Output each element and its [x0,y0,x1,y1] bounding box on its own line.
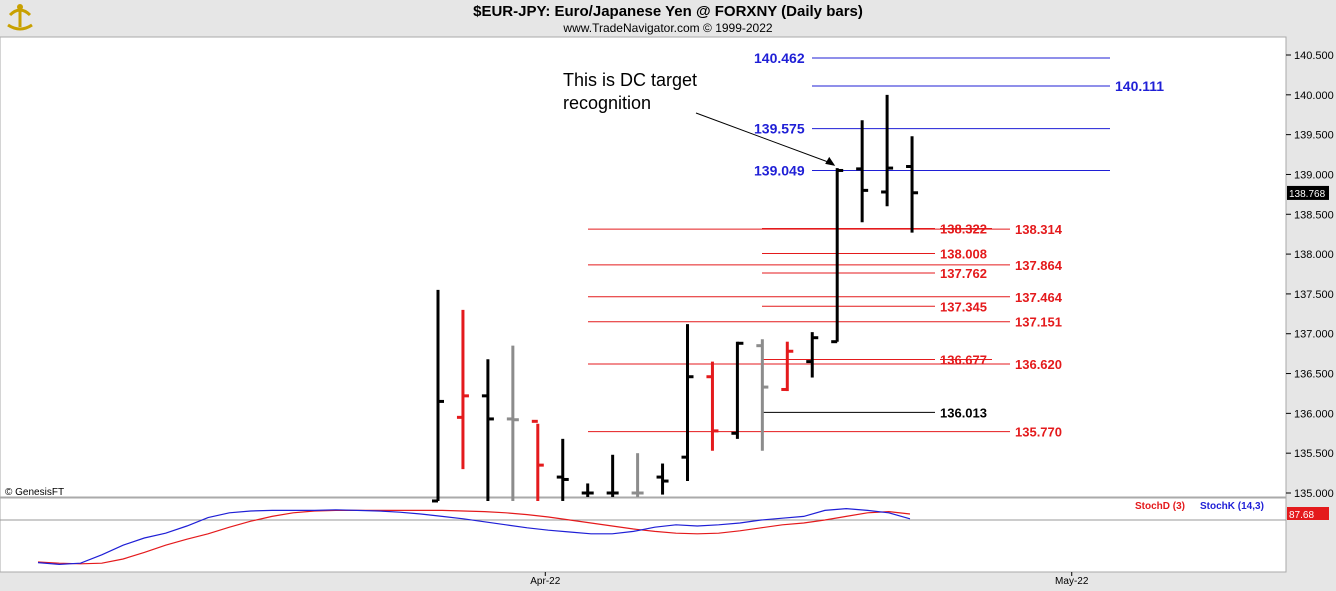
level-label: 139.049 [754,163,805,179]
price-panel-frame [0,36,1287,498]
stochd-legend: StochD (3) [1135,501,1185,512]
y-tick-label: 138.500 [1294,209,1334,221]
level-label: 139.575 [754,121,805,137]
chart-subtitle: www.TradeNavigator.com © 1999-2022 [563,21,773,35]
stoch-last-label: 87.68 [1289,510,1314,521]
level-label: 140.111 [1115,78,1164,94]
x-tick-label: Apr-22 [530,576,560,587]
level-label: 137.762 [940,266,987,281]
y-tick-label: 138.000 [1294,249,1334,261]
genesis-logo-icon [7,4,33,31]
annotation-arrowhead [825,156,836,166]
annotation: This is DC target recognition [563,70,836,166]
stoch-last-box [1287,507,1329,520]
stoch-line [37,507,911,566]
annotation-arrow [695,112,834,165]
y-tick-label: 140.000 [1294,90,1334,102]
price-axis: 140.500 140.000 139.500 139.000 138.500 138.0… [1286,50,1334,521]
level-label: 140.462 [754,50,805,66]
stoch-panel-frame [0,497,1287,573]
stochastic-panel: StochD (3) StochK (14,3) [37,501,1264,566]
chart-title: $EUR-JPY: Euro/Japanese Yen @ FORXNY (Da… [473,3,863,20]
price-bars [432,94,919,503]
y-tick-label: 140.500 [1294,50,1334,62]
annotation-text: This is DC target [563,70,697,90]
y-tick-label: 135.500 [1294,448,1334,460]
last-price-box [1287,185,1329,200]
y-tick-label: 135.000 [1294,488,1334,500]
y-tick-label: 137.000 [1294,329,1334,341]
stoch-line [37,509,911,565]
y-tick-label: 139.500 [1294,130,1334,142]
y-tick-label: 137.500 [1294,289,1334,301]
level-label: 137.864 [1015,258,1063,273]
level-label: 138.314 [1015,222,1063,237]
date-axis: Apr-22 May-22 [530,572,1089,587]
level-label: 135.770 [1015,425,1062,440]
date-axis-bg [0,572,1336,591]
last-price-label: 138.768 [1289,189,1326,200]
level-label: 137.151 [1015,315,1062,330]
y-tick-label: 136.000 [1294,408,1334,420]
level-label: 136.013 [940,405,987,420]
y-tick-label: 139.000 [1294,169,1334,181]
level-label: 138.008 [940,246,987,261]
x-tick-label: May-22 [1055,576,1089,587]
copyright-label: © GenesisFT [5,487,64,498]
level-label: 137.464 [1015,290,1063,305]
stochk-legend: StochK (14,3) [1200,501,1264,512]
level-label: 136.620 [1015,357,1062,372]
chart-header [0,0,1336,37]
y-tick-label: 136.500 [1294,369,1334,381]
annotation-text: recognition [563,93,651,113]
level-label: 137.345 [940,299,987,314]
price-axis-bg [1286,37,1336,591]
